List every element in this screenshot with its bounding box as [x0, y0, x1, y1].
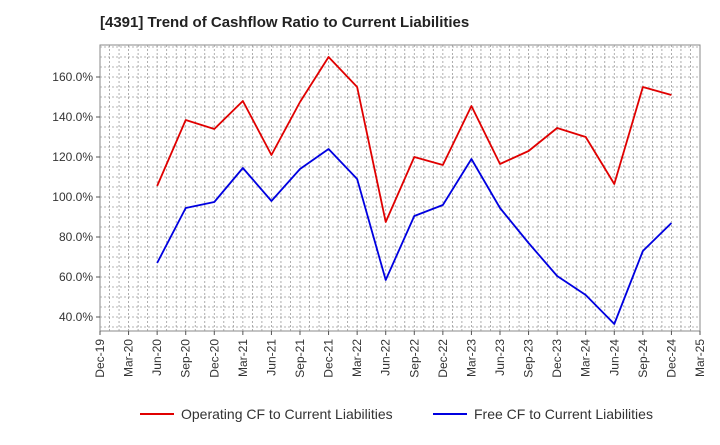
chart-title: [4391] Trend of Cashflow Ratio to Curren…: [100, 14, 470, 31]
x-tick-label: Mar-25: [693, 339, 707, 377]
y-tick-label: 120.0%: [52, 150, 93, 164]
x-tick-label: Dec-19: [93, 339, 107, 378]
series-line-1: [156, 56, 672, 223]
x-tick-label: Mar-21: [236, 339, 250, 377]
y-tick-label: 60.0%: [59, 270, 93, 284]
x-tick-label: Sep-20: [179, 339, 193, 378]
y-tick-label: 140.0%: [52, 110, 93, 124]
x-tick-label: Jun-20: [150, 339, 164, 376]
x-tick-label: Sep-21: [293, 339, 307, 378]
x-tick-label: Dec-24: [664, 339, 678, 378]
y-tick-label: 160.0%: [52, 70, 93, 84]
legend-label-1: Operating CF to Current Liabilities: [181, 406, 393, 422]
series-line-2: [156, 148, 673, 325]
y-tick-label: 40.0%: [59, 310, 93, 324]
legend-label-2: Free CF to Current Liabilities: [474, 406, 653, 422]
y-tick-label: 100.0%: [52, 190, 93, 204]
x-tick-label: Mar-22: [350, 339, 364, 377]
x-tick-label: Mar-23: [464, 339, 478, 377]
x-tick-label: Dec-21: [322, 339, 336, 378]
x-tick-label: Dec-22: [436, 339, 450, 378]
x-tick-label: Dec-23: [550, 339, 564, 378]
x-tick-label: Jun-24: [607, 339, 621, 376]
x-tick-label: Sep-23: [522, 339, 536, 378]
x-tick-label: Jun-23: [493, 339, 507, 376]
x-tick-label: Dec-20: [207, 339, 221, 378]
y-tick-label: 80.0%: [59, 230, 93, 244]
x-tick-label: Jun-21: [264, 339, 278, 376]
x-tick-label: Mar-24: [579, 339, 593, 377]
x-tick-label: Jun-22: [379, 339, 393, 376]
x-tick-label: Mar-20: [122, 339, 136, 377]
x-tick-label: Sep-24: [636, 339, 650, 378]
x-tick-label: Sep-22: [407, 339, 421, 378]
